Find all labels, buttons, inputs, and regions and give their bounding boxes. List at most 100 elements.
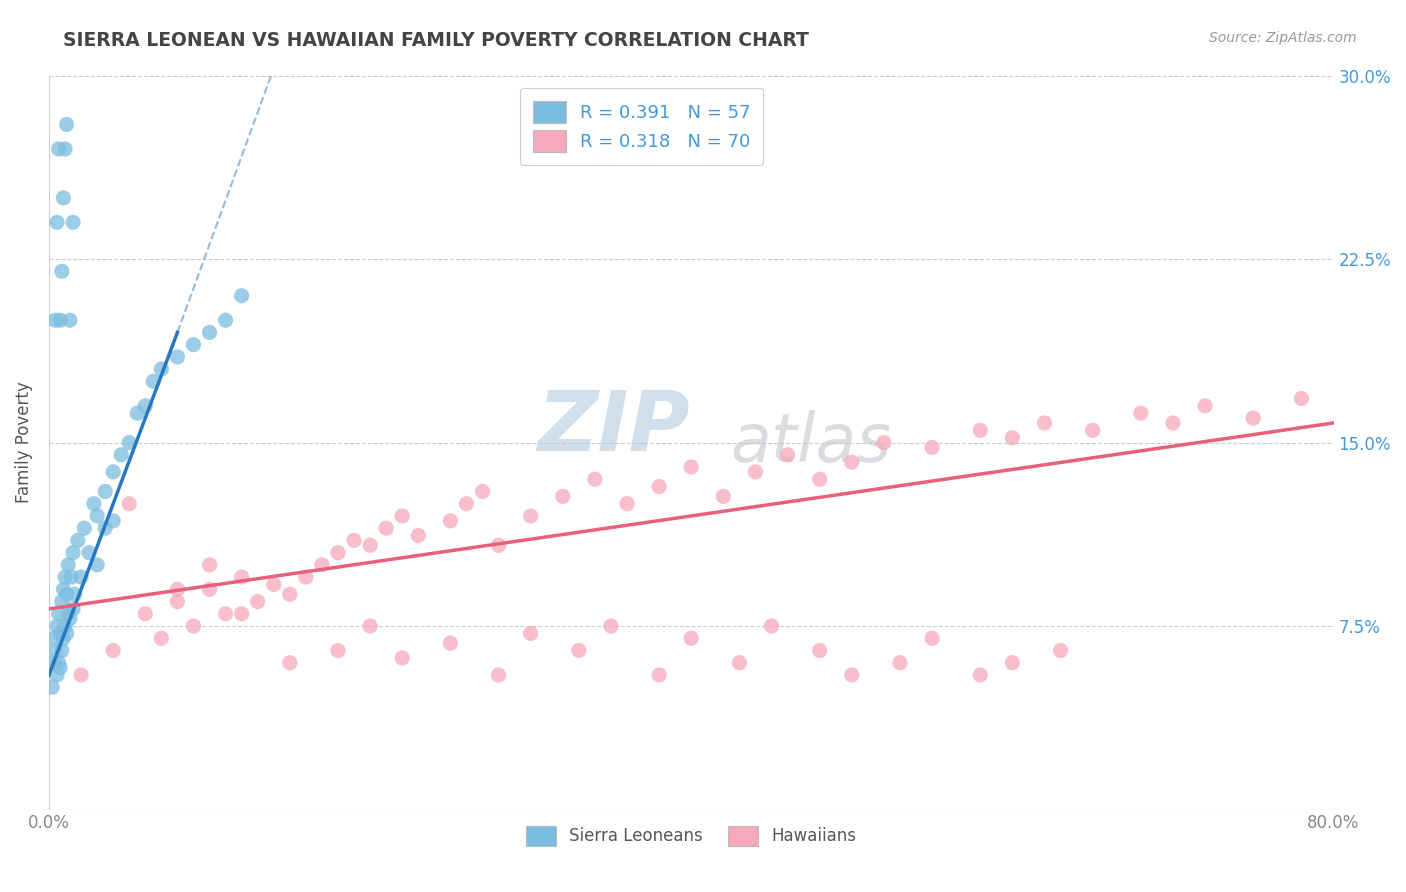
Point (118, 435, 141, 450)
Point (375, 521, 398, 535)
Point (46, 215, 69, 229)
Point (94, 521, 117, 535)
Point (278, 656, 301, 670)
Point (648, 479, 671, 493)
Point (53, 570, 76, 584)
Point (53, 142, 76, 156)
Point (42, 632, 65, 646)
Point (62, 602, 84, 616)
Point (744, 465, 766, 479)
Point (150, 632, 173, 646)
Point (808, 643, 831, 657)
Point (471, 484, 494, 499)
Point (55, 626, 77, 640)
Point (198, 558, 221, 572)
Point (55, 587, 77, 601)
Point (166, 594, 188, 608)
Text: ZIP: ZIP (537, 387, 690, 468)
Point (48, 656, 70, 670)
Point (94, 484, 117, 499)
Point (488, 538, 510, 552)
Point (62, 215, 84, 229)
Point (359, 619, 381, 633)
Point (110, 448, 132, 462)
Point (70, 668, 93, 682)
Point (103, 514, 125, 528)
Point (246, 594, 269, 608)
Point (1081, 423, 1104, 437)
Point (214, 607, 236, 621)
Point (86, 558, 108, 572)
Point (62, 546, 84, 560)
Point (391, 508, 413, 523)
Point (70, 570, 93, 584)
Point (83, 497, 105, 511)
Point (42, 656, 65, 670)
Point (1049, 643, 1071, 657)
Point (103, 643, 125, 657)
Point (231, 570, 253, 584)
Point (118, 497, 141, 511)
Point (51, 643, 73, 657)
Point (456, 497, 478, 511)
Point (86, 508, 108, 523)
Point (49, 626, 72, 640)
Point (889, 656, 911, 670)
Point (969, 423, 991, 437)
Point (77, 546, 100, 560)
Point (616, 497, 638, 511)
Point (583, 472, 606, 486)
Point (326, 546, 349, 560)
Point (359, 538, 381, 552)
Point (166, 350, 188, 364)
Point (1291, 392, 1313, 406)
Point (58, 558, 80, 572)
Point (183, 337, 205, 351)
Point (134, 399, 156, 413)
Point (391, 650, 413, 665)
Point (231, 289, 253, 303)
Point (568, 643, 591, 657)
Point (841, 455, 863, 469)
Point (343, 533, 366, 548)
Point (488, 668, 510, 682)
Point (681, 460, 703, 475)
Point (728, 656, 751, 670)
Point (52, 582, 75, 597)
Point (103, 465, 125, 479)
Point (214, 313, 236, 327)
Point (519, 508, 541, 523)
Point (41, 680, 63, 694)
Point (295, 570, 318, 584)
Point (841, 668, 863, 682)
Text: Source: ZipAtlas.com: Source: ZipAtlas.com (1209, 31, 1357, 45)
Point (231, 607, 253, 621)
Point (776, 448, 799, 462)
Point (808, 472, 831, 486)
Point (59, 612, 82, 626)
Point (46, 619, 69, 633)
Point (1033, 416, 1056, 430)
Point (921, 441, 943, 455)
Point (53, 619, 76, 633)
Point (519, 626, 541, 640)
Point (198, 326, 221, 340)
Point (1241, 411, 1264, 425)
Text: atlas: atlas (730, 409, 891, 475)
Point (58, 607, 80, 621)
Point (406, 528, 429, 542)
Point (711, 489, 734, 503)
Point (142, 375, 165, 389)
Point (48, 607, 70, 621)
Point (326, 643, 349, 657)
Point (52, 632, 75, 646)
Point (183, 619, 205, 633)
Point (44, 313, 66, 327)
Point (439, 514, 461, 528)
Text: SIERRA LEONEAN VS HAWAIIAN FAMILY POVERTY CORRELATION CHART: SIERRA LEONEAN VS HAWAIIAN FAMILY POVERT… (63, 31, 808, 50)
Point (46, 668, 69, 682)
Point (52, 191, 75, 205)
Point (263, 577, 285, 591)
Point (439, 636, 461, 650)
Point (55, 118, 77, 132)
